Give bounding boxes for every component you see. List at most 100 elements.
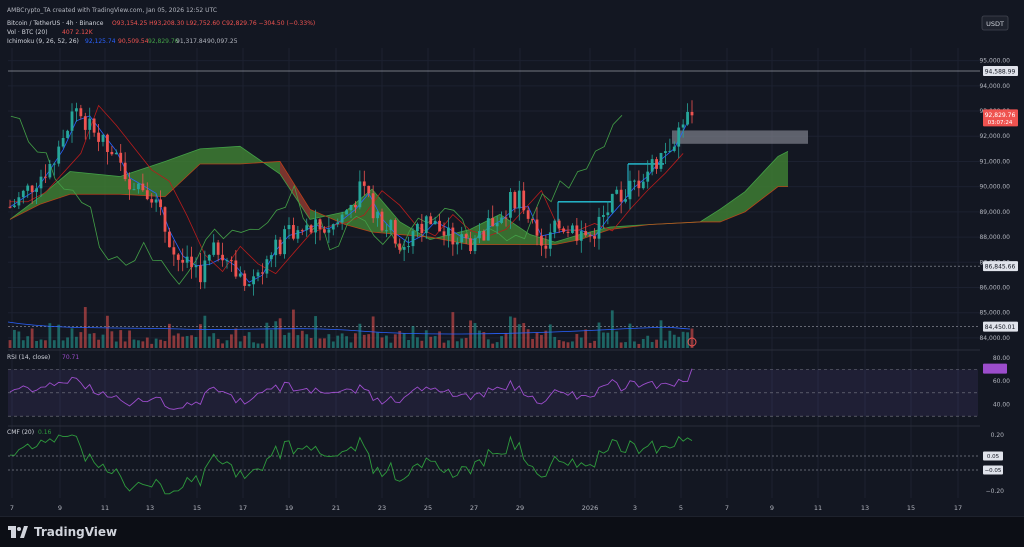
candle[interactable] [376, 211, 379, 219]
candle[interactable] [128, 179, 131, 190]
candle[interactable] [265, 259, 269, 274]
candle[interactable] [579, 231, 583, 241]
candle[interactable] [380, 211, 384, 231]
candle[interactable] [686, 111, 689, 125]
candle[interactable] [354, 204, 357, 208]
candle[interactable] [150, 199, 154, 203]
candle[interactable] [39, 176, 43, 189]
candle[interactable] [451, 227, 455, 245]
candle[interactable] [513, 191, 517, 209]
candle[interactable] [75, 108, 78, 112]
tradingview-logo[interactable]: TradingView [8, 525, 117, 539]
candle[interactable] [283, 229, 286, 255]
candle[interactable] [398, 243, 402, 250]
candle[interactable] [225, 260, 229, 262]
candle[interactable] [278, 239, 282, 255]
candle[interactable] [367, 185, 371, 194]
candle[interactable] [469, 238, 472, 252]
vol-indicator-label[interactable]: Vol · BTC (20) [7, 29, 48, 36]
candle[interactable] [393, 220, 397, 244]
candle[interactable] [504, 217, 508, 219]
candle[interactable] [517, 190, 521, 209]
candle[interactable] [194, 265, 198, 268]
candle[interactable] [110, 151, 114, 155]
candle[interactable] [66, 130, 69, 138]
candle[interactable] [606, 212, 610, 216]
candle[interactable] [172, 247, 176, 255]
candle[interactable] [358, 181, 362, 208]
candle[interactable] [677, 127, 681, 147]
candle[interactable] [106, 134, 109, 152]
candle[interactable] [203, 260, 207, 283]
candle[interactable] [207, 254, 211, 261]
candle[interactable] [535, 219, 539, 236]
candle[interactable] [176, 254, 180, 260]
candle[interactable] [690, 111, 694, 116]
candle[interactable] [141, 183, 145, 191]
cmf-line[interactable] [9, 434, 693, 495]
candle[interactable] [132, 189, 136, 191]
rsi-line[interactable] [9, 368, 693, 410]
candle[interactable] [655, 159, 658, 169]
candle[interactable] [261, 272, 264, 274]
candle[interactable] [544, 245, 548, 249]
candle[interactable] [442, 231, 446, 236]
candle[interactable] [234, 260, 238, 277]
candle[interactable] [243, 273, 247, 286]
candle[interactable] [88, 118, 92, 130]
ichimoku-conversion-line[interactable] [9, 115, 688, 283]
candle[interactable] [216, 242, 220, 255]
candle[interactable] [553, 220, 557, 233]
supply-zone-box[interactable] [672, 130, 808, 144]
candle[interactable] [531, 218, 534, 220]
candle[interactable] [274, 239, 278, 256]
candle[interactable] [664, 151, 667, 153]
candle[interactable] [588, 235, 592, 237]
breakout-level-line[interactable] [557, 163, 629, 222]
candle[interactable] [30, 185, 34, 192]
candle[interactable] [314, 219, 317, 233]
candle[interactable] [416, 223, 419, 232]
candle[interactable] [628, 180, 632, 200]
candle[interactable] [79, 108, 83, 117]
candle[interactable] [26, 185, 30, 191]
candle[interactable] [97, 132, 100, 142]
candle[interactable] [83, 116, 87, 130]
candle[interactable] [540, 235, 543, 246]
candle[interactable] [114, 152, 118, 155]
candle[interactable] [522, 190, 526, 211]
candle[interactable] [44, 176, 47, 178]
candle[interactable] [247, 284, 251, 286]
candle[interactable] [562, 228, 565, 232]
candle[interactable] [52, 163, 56, 165]
candle[interactable] [323, 229, 326, 233]
candle[interactable] [70, 111, 74, 131]
candle[interactable] [252, 276, 255, 285]
candle[interactable] [597, 216, 601, 239]
candle[interactable] [681, 124, 685, 128]
candle[interactable] [389, 220, 393, 231]
candle[interactable] [385, 230, 388, 232]
candle[interactable] [371, 193, 375, 219]
candle[interactable] [159, 199, 162, 208]
candle[interactable] [154, 199, 158, 203]
candle[interactable] [593, 236, 596, 239]
candle[interactable] [646, 171, 650, 182]
cmf-label[interactable]: CMF (20) [7, 429, 34, 436]
candle[interactable] [526, 210, 530, 219]
candle[interactable] [35, 188, 38, 192]
candle[interactable] [455, 242, 459, 245]
candle[interactable] [123, 162, 127, 180]
price-chart[interactable]: 80.00 60.00 40.00 0.20 −0.20 95,000.00 94,00… [0, 0, 1024, 516]
candle[interactable] [92, 118, 96, 133]
candle[interactable] [557, 220, 561, 229]
candle[interactable] [420, 223, 424, 234]
rsi-label[interactable]: RSI (14, close) [7, 354, 50, 361]
candle[interactable] [672, 146, 676, 151]
candle[interactable] [566, 231, 570, 233]
candle[interactable] [624, 199, 627, 202]
candle[interactable] [610, 193, 614, 213]
candle[interactable] [185, 256, 189, 263]
candle[interactable] [61, 137, 65, 147]
candle[interactable] [637, 180, 641, 189]
